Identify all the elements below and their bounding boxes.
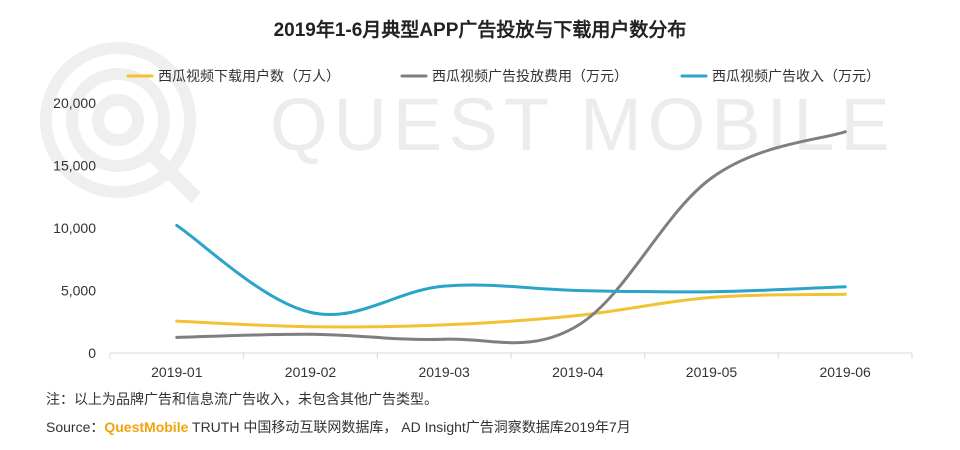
y-tick-label: 10,000	[53, 220, 96, 236]
series-layer	[175, 130, 847, 345]
legend: 西瓜视频下载用户数（万人） 西瓜视频广告投放费用（万元） 西瓜视频广告收入（万元）	[126, 68, 880, 84]
data-point-0-4	[710, 295, 713, 299]
source-brand: QuestMobile	[104, 419, 189, 435]
data-point-2-5	[843, 285, 847, 289]
x-axis: 2019-01 2019-02 2019-03 2019-04 2019-05 2019-…	[109, 352, 913, 380]
x-tick-label: 2019-02	[285, 364, 337, 380]
chart-note: 注：以上为品牌广告和信息流广告收入，未包含其他广告类型。	[46, 391, 438, 407]
data-point-0-0	[175, 319, 179, 323]
watermark: QUEST MOBILE	[40, 42, 896, 203]
data-point-2-3	[576, 289, 580, 292]
data-point-1-2	[442, 337, 446, 341]
source-text: TRUTH 中国移动互联网数据库， AD Insight广告洞察数据库2019年…	[188, 419, 631, 435]
x-tick-label: 2019-03	[418, 364, 470, 380]
data-point-2-4	[710, 290, 713, 294]
legend-label: 西瓜视频广告投放费用（万元）	[432, 68, 628, 84]
data-point-2-1	[309, 310, 312, 314]
chart-title: 2019年1-6月典型APP广告投放与下载用户数分布	[274, 18, 687, 41]
series-line-2	[175, 224, 847, 317]
data-point-0-2	[442, 323, 446, 327]
watermark-logo-icon	[40, 42, 201, 203]
y-axis: 0 5,000 10,000 15,000 20,000	[53, 95, 96, 361]
y-tick-label: 0	[88, 345, 96, 361]
legend-label: 西瓜视频广告收入（万元）	[712, 68, 880, 84]
data-point-0-1	[309, 325, 312, 329]
data-point-1-5	[843, 130, 847, 134]
x-tick-label: 2019-06	[819, 364, 871, 380]
data-point-1-0	[175, 335, 179, 339]
x-tick-label: 2019-01	[151, 364, 203, 380]
legend-label: 西瓜视频下载用户数（万人）	[158, 68, 340, 84]
y-tick-label: 15,000	[53, 158, 96, 174]
data-point-2-2	[442, 284, 446, 288]
data-point-1-1	[309, 332, 312, 336]
series-line-1	[175, 130, 847, 345]
series-line-0	[175, 292, 847, 329]
data-point-0-3	[576, 314, 580, 317]
x-tick-label: 2019-05	[686, 364, 738, 380]
watermark-text: QUEST MOBILE	[270, 83, 896, 166]
data-point-1-3	[576, 324, 580, 327]
data-point-2-0	[175, 224, 179, 227]
source-label: Source：	[46, 419, 105, 435]
y-tick-label: 20,000	[53, 95, 96, 111]
data-point-1-4	[710, 176, 713, 180]
data-point-0-5	[843, 292, 847, 296]
x-tick-label: 2019-04	[552, 364, 604, 380]
chart-source: Source：QuestMobile TRUTH 中国移动互联网数据库， AD …	[46, 417, 631, 437]
y-tick-label: 5,000	[61, 283, 96, 299]
